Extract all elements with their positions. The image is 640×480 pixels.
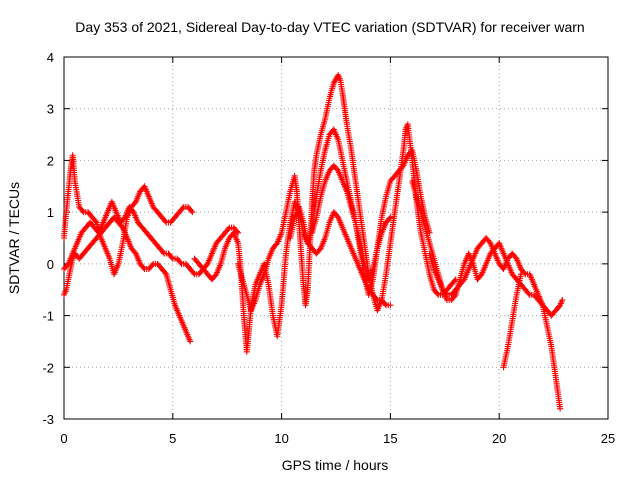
data-point-interp (168, 254, 175, 261)
x-tick-label: 20 (492, 431, 506, 446)
grid (64, 57, 608, 419)
data-point (189, 209, 196, 216)
data-point-interp (64, 262, 71, 269)
y-tick-label: -3 (42, 412, 54, 427)
y-tick-label: 2 (47, 153, 54, 168)
data-point-interp (442, 290, 449, 297)
x-tick-label: 10 (274, 431, 288, 446)
series-9 (426, 235, 564, 412)
data-point-interp (140, 264, 147, 271)
data-point-interp (92, 218, 99, 225)
data-point (187, 338, 194, 345)
data-point-interp (203, 262, 210, 269)
data-point (387, 214, 394, 221)
x-tick-labels: 0 5 10 15 20 25 (60, 431, 615, 446)
x-tick-label: 0 (60, 431, 67, 446)
data-point-interp (212, 272, 219, 279)
series-3 (61, 198, 242, 278)
y-tick-label: -2 (42, 360, 54, 375)
data-point-interp (179, 205, 186, 212)
data-point-interp (477, 272, 484, 279)
x-tick-label: 15 (383, 431, 397, 446)
data-points (61, 72, 566, 412)
data-point-interp (525, 290, 532, 297)
data-point-interp (190, 269, 197, 276)
data-point-interp (120, 215, 127, 222)
data-point-interp (334, 166, 341, 173)
data-point-interp (273, 241, 280, 248)
data-point-interp (162, 218, 169, 225)
data-point (559, 297, 566, 304)
data-point-interp (79, 207, 86, 214)
data-point-interp (316, 246, 323, 253)
series-7 (309, 162, 394, 283)
data-point-interp (451, 277, 458, 284)
x-tick-label: 5 (169, 431, 176, 446)
data-point-interp (521, 269, 528, 276)
data-point-interp (149, 262, 156, 269)
y-tick-label: 1 (47, 205, 54, 220)
data-point-interp (556, 303, 563, 310)
axis-ticks (63, 56, 609, 420)
y-tick-label: 4 (47, 50, 54, 65)
data-point-interp (160, 249, 167, 256)
data-point-interp (512, 254, 519, 261)
data-point-interp (334, 213, 341, 220)
data-point-interp (162, 269, 169, 276)
data-point-interp (225, 225, 232, 232)
y-tick-label: 0 (47, 257, 54, 272)
data-point-interp (386, 215, 393, 222)
data-point-interp (177, 259, 184, 266)
x-tick-label: 25 (601, 431, 615, 446)
data-point-interp (131, 249, 138, 256)
data-point-interp (486, 238, 493, 245)
data-point (387, 302, 394, 309)
data-point-interp (131, 200, 138, 207)
chart-title: Day 353 of 2021, Sidereal Day-to-day VTE… (75, 19, 584, 35)
y-axis-label: SDTVAR / TECUs (6, 182, 22, 294)
series-10 (500, 271, 524, 371)
data-point-interp (129, 207, 136, 214)
data-point (557, 405, 564, 412)
y-tick-label: 3 (47, 102, 54, 117)
data-point-interp (233, 228, 240, 235)
y-tick-labels: -3 -2 -1 0 1 2 3 4 (42, 50, 54, 427)
y-tick-label: -1 (42, 309, 54, 324)
x-axis-label: GPS time / hours (282, 457, 389, 473)
data-point-interp (399, 163, 406, 170)
data-point-interp (460, 277, 467, 284)
data-point-interp (188, 207, 195, 214)
data-point-interp (434, 290, 441, 297)
plot-frame (63, 56, 609, 420)
data-point (517, 271, 524, 278)
series-8 (409, 178, 566, 319)
